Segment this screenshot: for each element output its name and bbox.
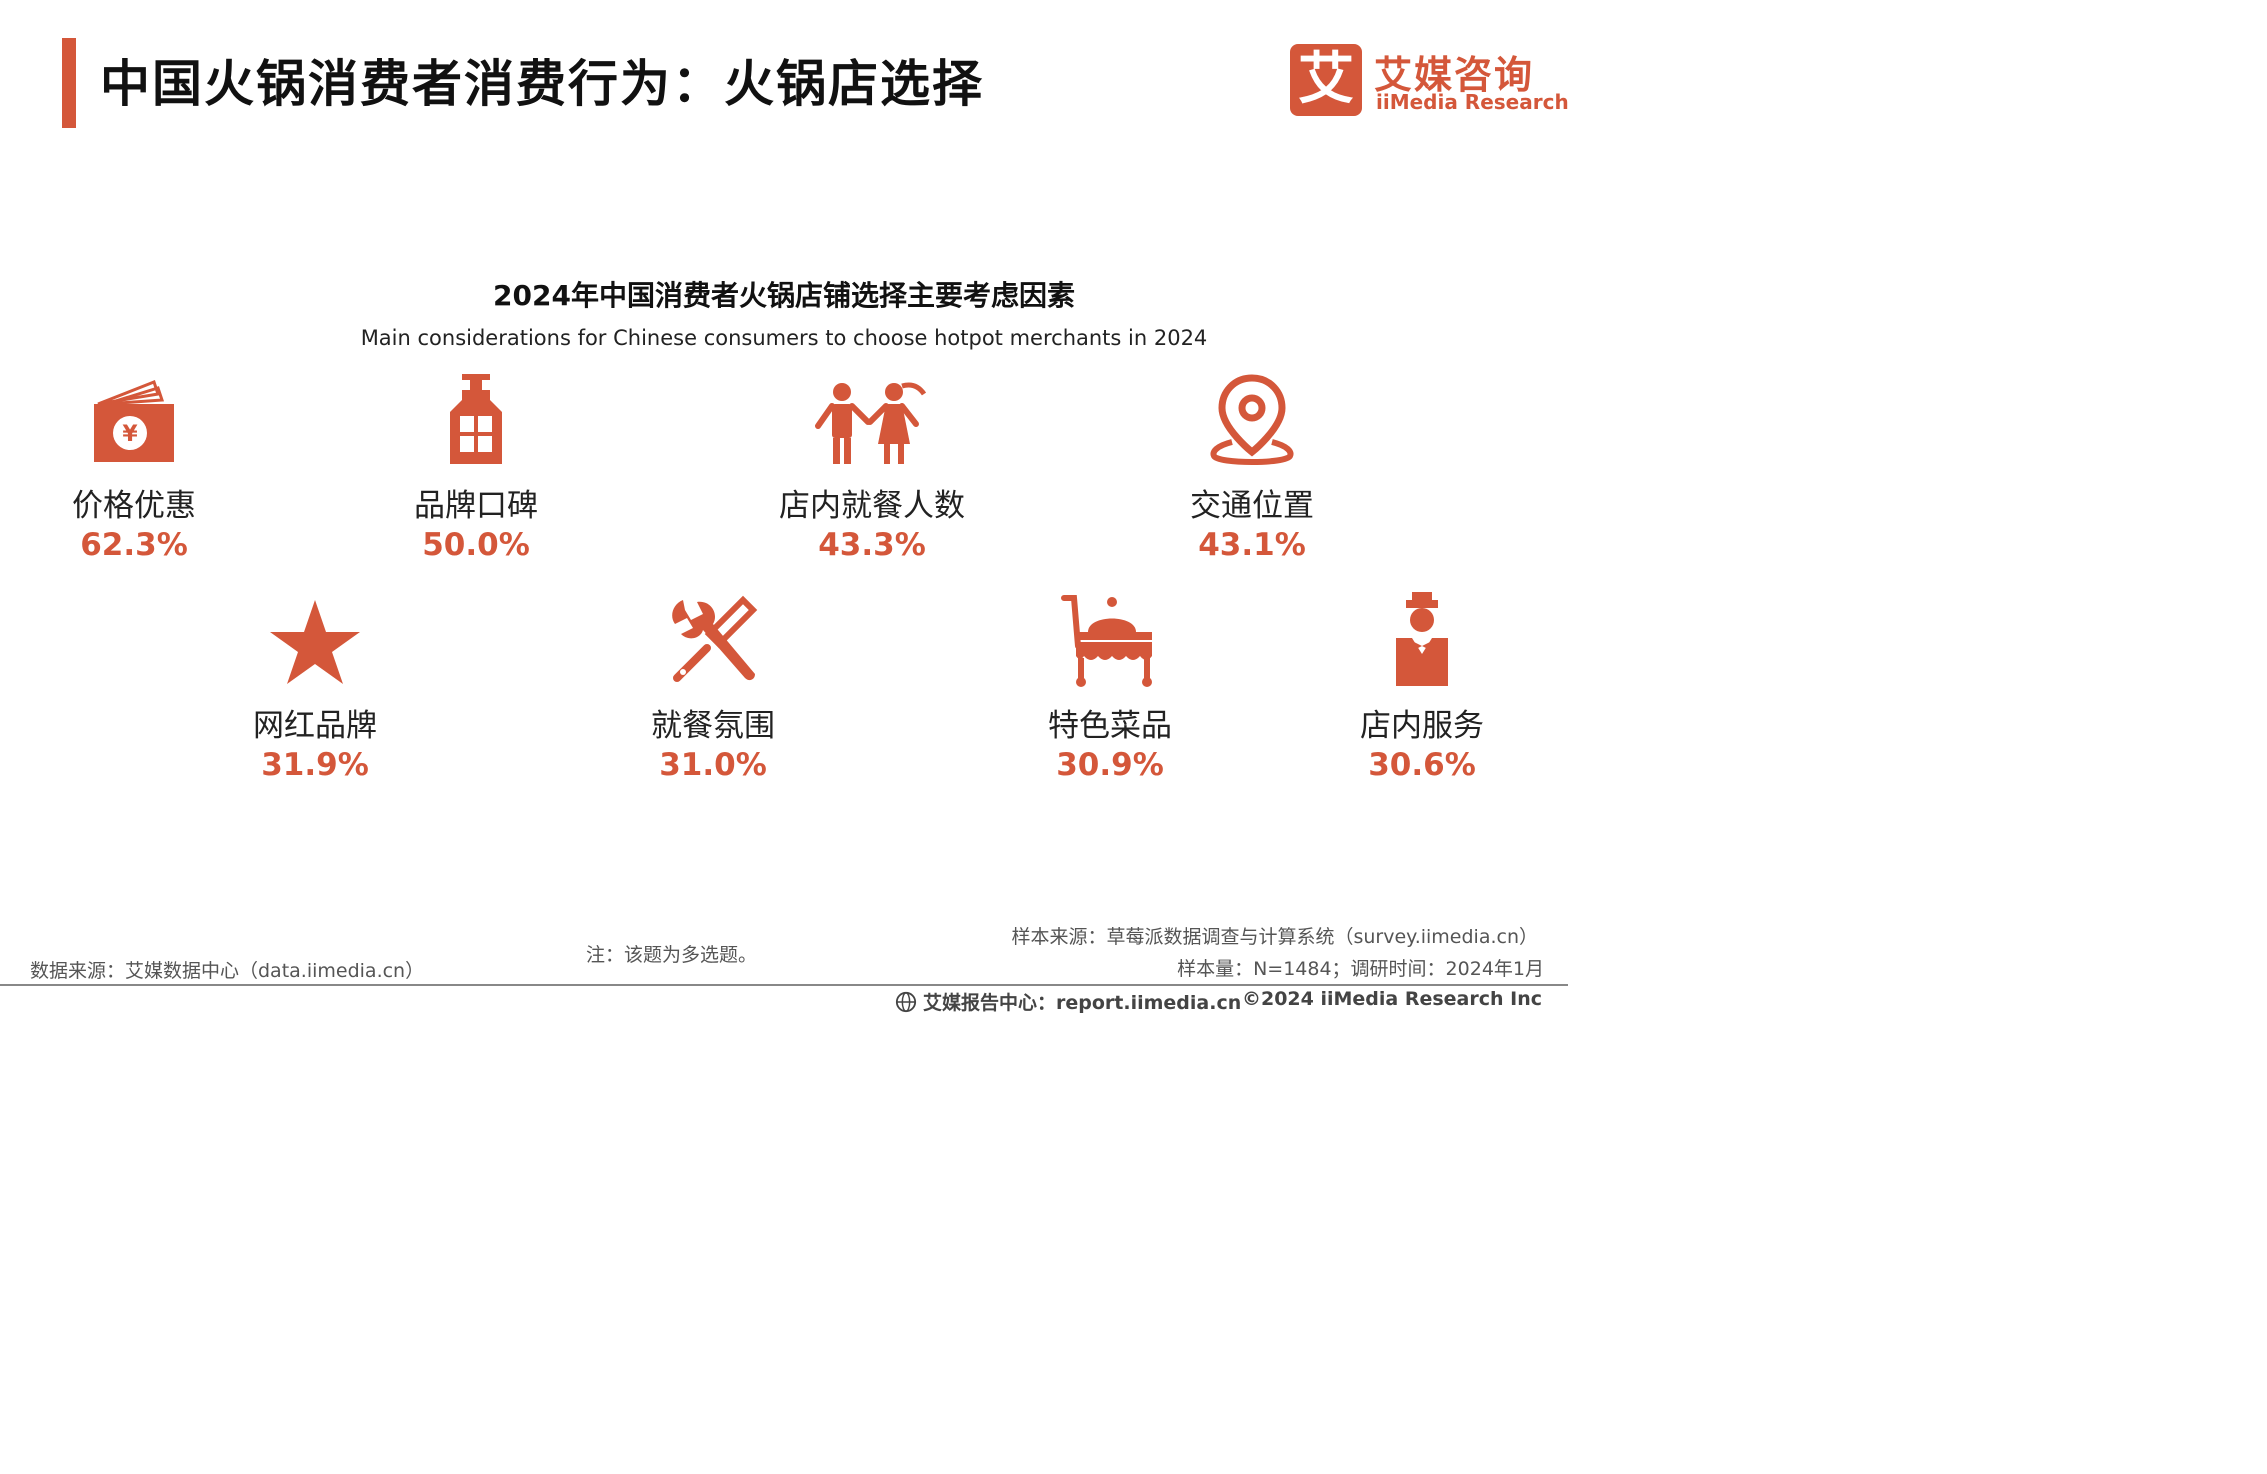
factor-label: 特色菜品 [1048,708,1172,744]
copyright: ©2024 iiMedia Research Inc [1241,988,1542,1010]
globe-icon [895,991,917,1013]
factor-label: 网红品牌 [253,708,377,744]
svg-text:¥: ¥ [122,422,138,447]
sample-size: 样本量：N=1484；调研时间：2024年1月 [1177,958,1544,980]
chart-title: 2024年中国消费者火锅店铺选择主要考虑因素 [493,279,1075,312]
factor-label: 价格优惠 [72,488,196,524]
location-pin-icon [1210,374,1294,465]
factor-item: 店内就餐人数 43.3% [722,372,1022,563]
report-center-text[interactable]: 艾媒报告中心：report.iimedia.cn [923,992,1242,1014]
title-accent-bar [62,38,76,128]
bottle-icon [450,374,502,464]
factor-value: 62.3% [80,527,188,563]
note: 注：该题为多选题。 [586,944,758,966]
people-icon [815,382,927,464]
footer-divider [0,984,1568,986]
logo-chinese-text: 艾媒咨询 [1374,53,1535,97]
factor-label: 就餐氛围 [651,708,775,744]
factor-value: 43.3% [818,527,926,563]
factor-item: 特色菜品 30.9% [960,592,1260,783]
factor-value: 30.6% [1368,747,1476,783]
page-title: 中国火锅消费者消费行为：火锅店选择 [100,55,984,113]
food-cart-icon [1061,595,1152,687]
factor-label: 交通位置 [1190,488,1314,524]
report-center: 艾媒报告中心：report.iimedia.cn [895,988,1241,1015]
star-icon [270,600,360,684]
factor-value: 30.9% [1056,747,1164,783]
data-source: 数据来源：艾媒数据中心（data.iimedia.cn） [30,960,425,982]
factor-label: 店内服务 [1360,708,1484,744]
factor-item: 网红品牌 31.9% [165,592,465,783]
sample-source: 样本来源：草莓派数据调查与计算系统（survey.iimedia.cn） [1011,926,1538,948]
factor-value: 31.0% [659,747,767,783]
factor-value: 31.9% [261,747,369,783]
factor-value: 43.1% [1198,527,1306,563]
factor-item: 就餐氛围 31.0% [563,592,863,783]
logo-mark: 艾 [1290,44,1362,116]
tools-icon [672,595,758,682]
factor-value: 50.0% [422,527,530,563]
logo-english-text: iiMedia Research [1376,90,1569,114]
factor-item: 品牌口碑 50.0% [326,372,626,563]
iimedia-logo: 艾 艾媒咨询 iiMedia Research [1290,44,1569,118]
waiter-icon [1396,592,1448,686]
factor-item: 交通位置 43.1% [1102,372,1402,563]
factor-item: ¥ 价格优惠 62.3% [0,372,284,563]
factor-label: 店内就餐人数 [779,488,965,524]
factor-label: 品牌口碑 [414,488,538,524]
wallet-yen-icon: ¥ [94,380,174,462]
chart-subtitle: Main considerations for Chinese consumer… [360,326,1208,350]
factor-item: 店内服务 30.6% [1272,592,1572,783]
